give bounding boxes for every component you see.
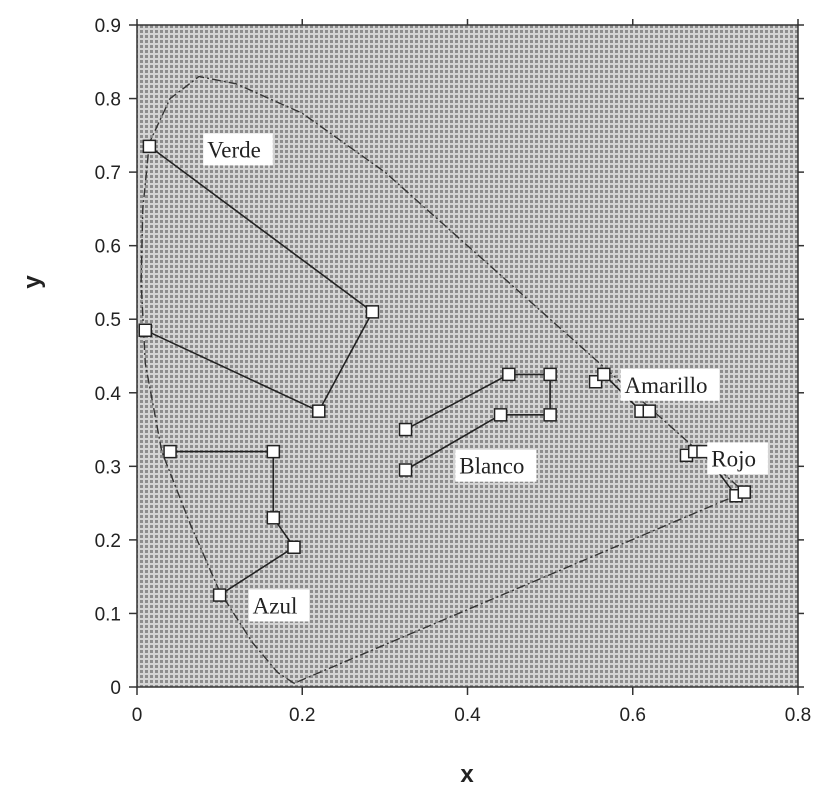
series-amarillo [588, 367, 657, 418]
label-azul: Azul [248, 589, 310, 622]
y-tick-label: 0.8 [95, 90, 121, 111]
region-label-text: Amarillo [624, 373, 707, 398]
y-tick-label: 0.4 [95, 384, 122, 405]
y-tick-label: 0.9 [95, 16, 121, 37]
region-label-text: Rojo [711, 446, 756, 471]
data-point [163, 444, 177, 459]
series-blanco [398, 367, 557, 477]
data-point [138, 323, 153, 338]
y-axis-label: y [19, 275, 46, 289]
label-amarillo: Amarillo [620, 368, 720, 401]
data-point [266, 444, 281, 459]
label-blanco: Blanco [455, 449, 537, 482]
x-tick-label: 0.2 [289, 705, 315, 726]
series-verde [138, 139, 380, 418]
data-point [287, 540, 301, 554]
gamut-locus-line [140, 75, 746, 684]
x-tick-label: 0.4 [454, 705, 481, 726]
data-point [365, 305, 380, 319]
region-labels: Verde Azul Blanco Amarillo Rojo [203, 133, 768, 622]
label-rojo: Rojo [707, 442, 768, 475]
data-point [212, 588, 227, 602]
data-point [312, 404, 326, 418]
data-point [597, 367, 611, 382]
x-tick-label: 0 [132, 705, 143, 726]
data-point [493, 408, 508, 422]
data-point [398, 463, 413, 477]
x-tick-label: 0.6 [620, 705, 646, 726]
data-point [696, 444, 710, 459]
label-background [707, 442, 768, 475]
label-background [203, 133, 273, 166]
y-tick-label: 0.5 [95, 310, 121, 331]
series-group [138, 139, 752, 602]
plot-area [136, 24, 799, 688]
label-background [620, 368, 720, 401]
label-background [455, 449, 537, 482]
series-line [144, 145, 374, 413]
label-background [248, 589, 310, 622]
data-point [737, 485, 752, 499]
axes: 0 0.2 0.4 0.6 0.8 0 0.1 0.2 0.3 0.4 0.5 0.6 0.7 0.8 0.… [95, 16, 812, 726]
y-tick-label: 0.2 [95, 531, 121, 552]
y-tick-label: 0.7 [95, 163, 121, 184]
data-point [642, 404, 657, 418]
y-tick-label: 0.6 [95, 237, 121, 258]
y-tick-label: 0 [110, 678, 121, 699]
series-azul [163, 444, 301, 602]
data-point [543, 367, 557, 382]
data-point [142, 139, 157, 154]
y-tick-label: 0.3 [95, 457, 121, 478]
series-line [405, 373, 551, 471]
data-point [266, 511, 281, 525]
data-point [502, 367, 516, 382]
series-rojo [679, 444, 752, 503]
x-tick-label: 0.8 [785, 705, 811, 726]
y-tick-label: 0.1 [95, 604, 121, 625]
x-axis-label: x [460, 761, 474, 788]
data-point [543, 408, 557, 422]
region-label-text: Blanco [459, 454, 524, 479]
data-point [398, 422, 413, 437]
gamut-locus [140, 75, 746, 684]
region-label-text: Azul [253, 593, 298, 618]
label-verde: Verde [203, 133, 273, 166]
region-label-text: Verde [207, 137, 261, 162]
